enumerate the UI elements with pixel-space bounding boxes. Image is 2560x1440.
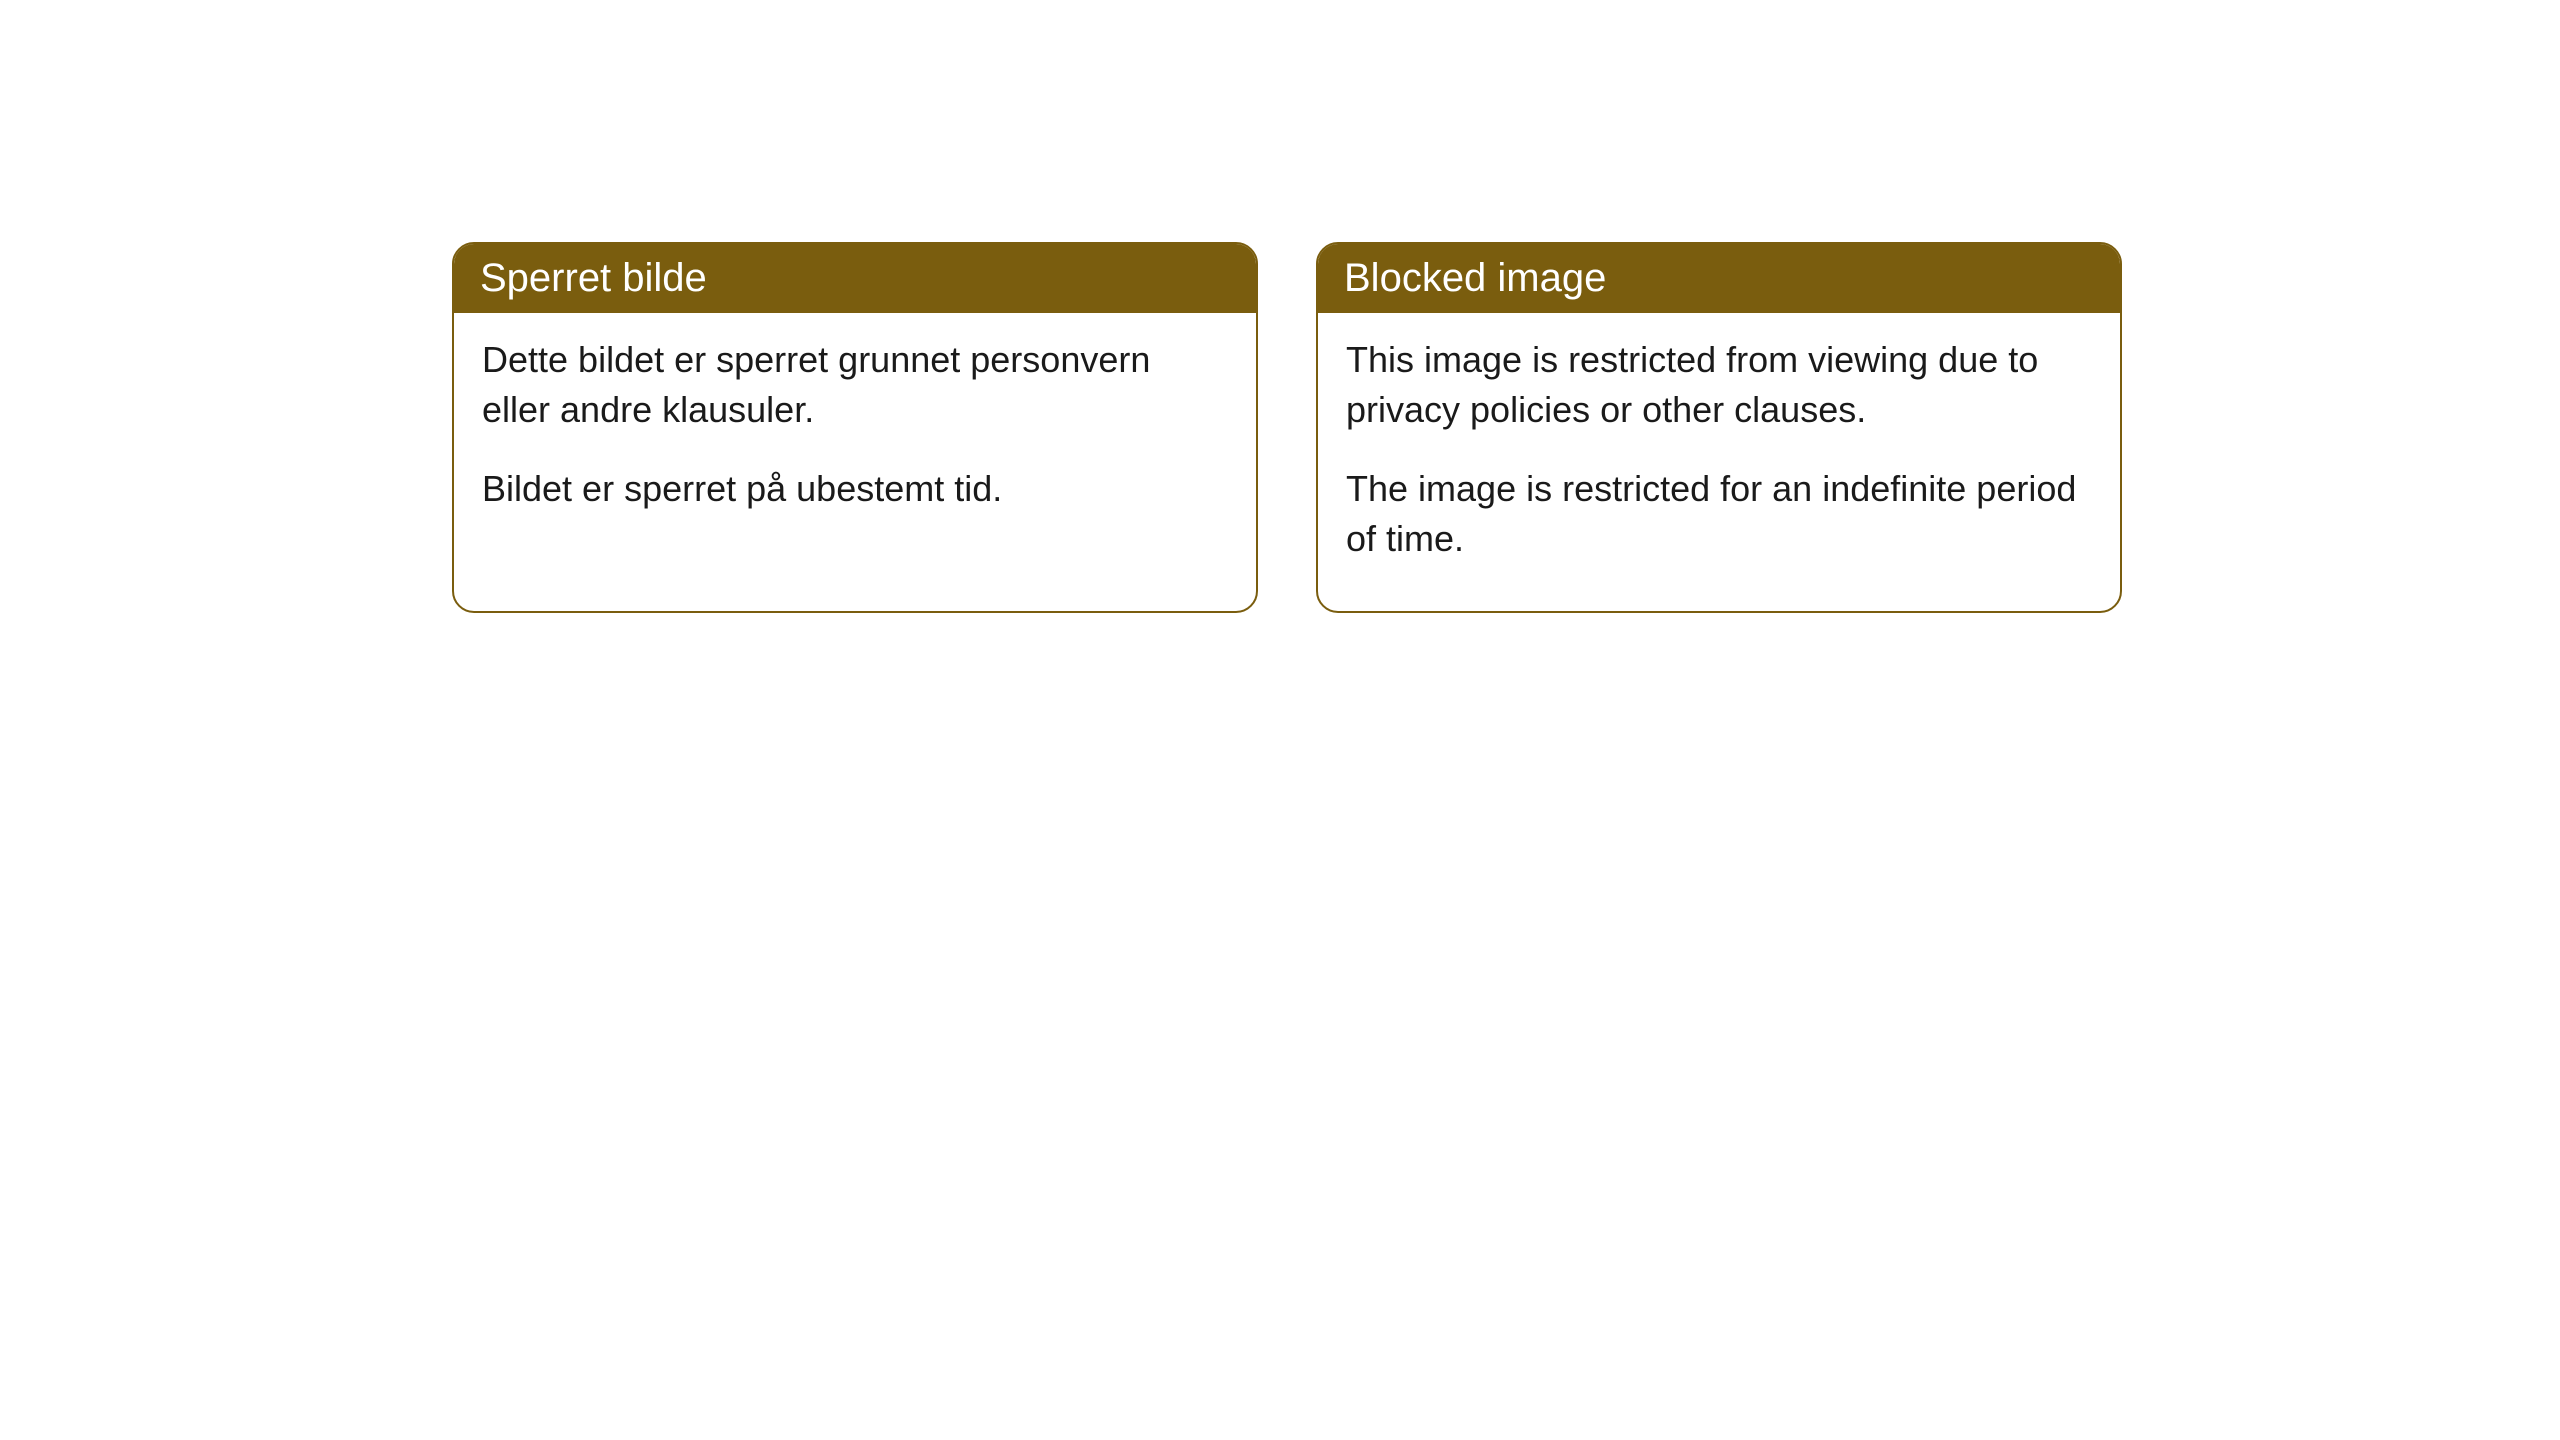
card-paragraph-2-english: The image is restricted for an indefinit… [1346,464,2092,565]
card-header-norwegian: Sperret bilde [454,244,1256,313]
card-title-norwegian: Sperret bilde [480,256,707,300]
notice-card-english: Blocked image This image is restricted f… [1316,242,2122,613]
card-title-english: Blocked image [1344,256,1606,300]
card-paragraph-1-norwegian: Dette bildet er sperret grunnet personve… [482,335,1228,436]
card-paragraph-1-english: This image is restricted from viewing du… [1346,335,2092,436]
notice-card-norwegian: Sperret bilde Dette bildet er sperret gr… [452,242,1258,613]
card-paragraph-2-norwegian: Bildet er sperret på ubestemt tid. [482,464,1228,514]
card-body-norwegian: Dette bildet er sperret grunnet personve… [454,313,1256,560]
card-header-english: Blocked image [1318,244,2120,313]
card-body-english: This image is restricted from viewing du… [1318,313,2120,611]
notice-cards-container: Sperret bilde Dette bildet er sperret gr… [452,242,2560,613]
